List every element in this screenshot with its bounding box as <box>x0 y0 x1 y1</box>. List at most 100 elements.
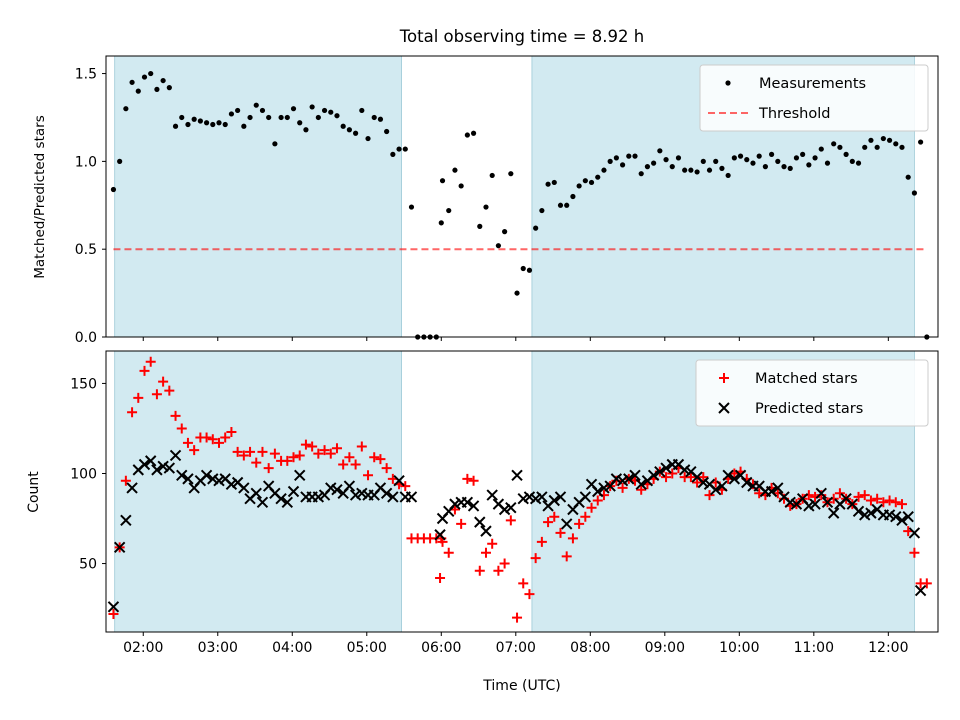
measurements-point <box>446 207 452 214</box>
matched-stars-point <box>468 475 479 486</box>
predicted-stars-point <box>331 483 343 496</box>
measurements-point <box>154 86 160 92</box>
measurements-point <box>483 204 489 210</box>
measurements-point <box>160 77 166 84</box>
measurements-point <box>886 137 893 143</box>
matched-stars-point <box>667 468 678 479</box>
predicted-stars-point <box>107 601 120 613</box>
matched-stars-point <box>561 551 572 562</box>
measurements-point <box>359 107 365 114</box>
measurements-point <box>669 164 675 170</box>
matched-stars-point <box>344 452 355 463</box>
measurements-point <box>278 114 284 121</box>
measurements-point <box>172 123 179 129</box>
matched-stars-point <box>127 407 138 418</box>
measurements-point <box>470 130 477 136</box>
predicted-stars-point <box>560 518 573 530</box>
predicted-stars-point <box>294 469 306 481</box>
matched-stars-point <box>890 497 901 508</box>
measurements-point <box>638 171 644 177</box>
matched-stars-point <box>530 553 541 564</box>
measurements-point <box>309 104 315 110</box>
measurements-point <box>657 148 663 154</box>
matched-stars-point <box>170 410 181 421</box>
predicted-stars-point <box>480 525 492 537</box>
measurements-point <box>545 181 551 187</box>
ratio-y-tick-label: 1.0 <box>75 154 97 170</box>
predicted-stars-point <box>728 473 741 485</box>
matched-stars-point <box>325 448 336 459</box>
measurements-point <box>651 160 657 166</box>
matched-stars-point <box>369 452 380 463</box>
predicted-stars-point <box>281 496 294 509</box>
predicted-stars-point <box>548 494 560 507</box>
ratio-shaded-interval <box>114 55 402 338</box>
matched-stars-point <box>232 446 243 457</box>
matched-stars-point <box>636 484 647 495</box>
predicted-stars-point <box>579 491 592 503</box>
matched-stars-point <box>435 572 446 583</box>
matched-stars-point <box>586 502 597 513</box>
measurements-point <box>781 164 787 170</box>
measurements-point <box>837 144 843 150</box>
predicted-stars-point <box>486 489 498 501</box>
measurements-point <box>247 114 253 121</box>
predicted-stars-point <box>865 507 877 519</box>
measurements-point <box>706 167 713 173</box>
measurements-point <box>619 162 626 168</box>
measurements-point <box>353 130 359 136</box>
measurements-point <box>694 169 700 175</box>
predicted-stars-point <box>380 487 393 500</box>
measurements-point <box>408 204 415 210</box>
measurements-point <box>303 127 309 133</box>
matched-stars-point <box>288 452 299 463</box>
matched-stars-point <box>611 475 622 486</box>
predicted-stars-point <box>182 473 194 485</box>
predicted-stars-point <box>765 485 778 498</box>
matched-stars-point <box>692 477 703 488</box>
matched-stars-point <box>350 459 361 470</box>
measurements-point <box>297 120 303 126</box>
measurements-point <box>905 174 911 180</box>
matched-stars-point <box>704 490 715 501</box>
x-tick-label: 06:00 <box>421 640 461 656</box>
predicted-stars-point <box>654 465 666 478</box>
matched-stars-point <box>462 473 473 484</box>
predicted-stars-point <box>772 482 784 494</box>
predicted-stars-point <box>256 496 269 509</box>
measurements-point <box>800 151 806 157</box>
predicted-stars-point <box>343 480 356 492</box>
legend-predicted-stars-label: Predicted stars <box>755 401 863 417</box>
measurements-point <box>396 146 402 152</box>
predicted-stars-point <box>660 462 672 474</box>
predicted-stars-point <box>511 469 523 481</box>
x-tick-label: 03:00 <box>198 640 238 656</box>
predicted-stars-point <box>815 487 827 500</box>
measurements-point <box>595 174 601 180</box>
measurements-point <box>607 158 613 164</box>
measurements-point <box>551 179 557 186</box>
matched-stars-point <box>518 578 529 589</box>
predicted-stars-point <box>126 482 138 494</box>
measurements-point <box>818 146 824 152</box>
measurements-point <box>321 107 328 114</box>
measurements-point <box>831 141 837 147</box>
predicted-stars-point <box>405 491 418 503</box>
measurements-point <box>438 220 444 226</box>
measurements-point <box>402 146 408 152</box>
matched-stars-point <box>207 434 218 445</box>
predicted-stars-point <box>120 514 132 527</box>
matched-stars-point <box>300 439 311 450</box>
matched-stars-point <box>226 427 237 438</box>
ratio-axes-frame <box>105 55 939 338</box>
x-tick-label: 05:00 <box>347 640 387 656</box>
matched-stars-point <box>381 463 392 474</box>
matched-stars-point <box>319 445 330 456</box>
predicted-stars-point <box>821 496 834 509</box>
matched-stars-point <box>257 446 268 457</box>
matched-stars-point <box>375 454 386 465</box>
measurements-point <box>769 151 775 157</box>
measurements-point <box>787 165 793 171</box>
measurements-point <box>228 111 235 117</box>
measurements-point <box>576 183 582 189</box>
